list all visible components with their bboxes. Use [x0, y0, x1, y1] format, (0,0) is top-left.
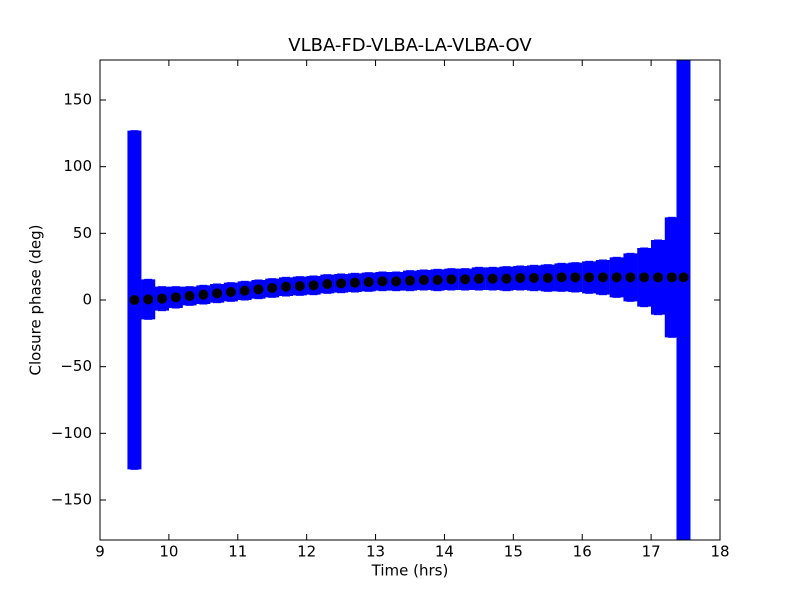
- data-point: [212, 288, 223, 299]
- data-point: [432, 275, 443, 285]
- data-point: [363, 277, 374, 287]
- data-point: [501, 273, 512, 284]
- data-point: [198, 289, 209, 300]
- data-point: [597, 272, 608, 283]
- data-point: [336, 278, 347, 289]
- data-point: [529, 273, 539, 283]
- data-point: [308, 280, 319, 291]
- data-point: [446, 274, 457, 285]
- data-point: [405, 275, 415, 286]
- y-tick-label: 50: [73, 224, 92, 242]
- y-tick-label: 100: [63, 157, 92, 175]
- data-point: [225, 287, 236, 297]
- data-point: [129, 295, 140, 305]
- data-point: [143, 294, 154, 305]
- x-tick-label: 12: [297, 543, 316, 561]
- data-point: [294, 281, 305, 291]
- data-point: [184, 291, 195, 301]
- data-point: [653, 272, 663, 283]
- data-point: [584, 272, 595, 283]
- x-tick-label: 13: [366, 543, 385, 561]
- data-point: [239, 285, 250, 296]
- data-point: [460, 274, 471, 285]
- plot-area: [127, 60, 691, 540]
- data-point: [556, 272, 567, 283]
- data-point: [170, 292, 181, 303]
- data-point: [678, 272, 689, 283]
- x-axis-label: Time (hrs): [371, 562, 449, 580]
- chart-title: VLBA-FD-VLBA-LA-VLBA-OV: [288, 35, 532, 56]
- y-tick-label: 0: [82, 291, 92, 309]
- data-point: [666, 272, 677, 283]
- data-point: [625, 272, 636, 283]
- data-point: [570, 272, 581, 283]
- y-tick-label: −50: [60, 357, 92, 375]
- data-point: [377, 276, 388, 287]
- x-tick-label: 14: [435, 543, 454, 561]
- x-tick-label: 11: [228, 543, 247, 561]
- data-point: [639, 272, 650, 283]
- y-tick-label: −100: [51, 424, 92, 442]
- x-tick-label: 18: [710, 543, 729, 561]
- data-point: [487, 273, 498, 284]
- data-point: [281, 281, 291, 292]
- y-tick-label: −150: [51, 491, 92, 509]
- x-tick-label: 17: [642, 543, 661, 561]
- y-tick-label: 150: [63, 91, 92, 109]
- x-tick-label: 9: [95, 543, 105, 561]
- data-point: [391, 276, 402, 287]
- data-point: [542, 273, 553, 283]
- data-point: [349, 277, 360, 288]
- data-point: [515, 273, 526, 283]
- x-tick-label: 10: [159, 543, 178, 561]
- data-point: [267, 283, 278, 293]
- x-tick-label: 15: [504, 543, 523, 561]
- data-point: [418, 275, 429, 285]
- data-point: [322, 279, 333, 289]
- data-point: [157, 293, 167, 304]
- x-tick-label: 16: [573, 543, 592, 561]
- data-point: [253, 284, 264, 295]
- y-axis-label: Closure phase (deg): [27, 225, 45, 376]
- data-point: [473, 273, 484, 284]
- data-point: [611, 272, 622, 283]
